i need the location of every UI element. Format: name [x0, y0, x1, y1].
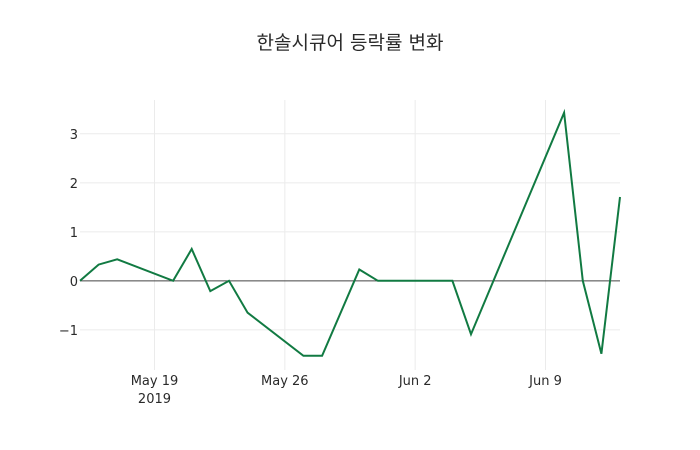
- grid-lines: [80, 100, 620, 370]
- y-tick-label: 0: [70, 275, 78, 290]
- y-axis: 3 2 1 0 −1: [59, 128, 78, 339]
- series-line: [79, 108, 621, 357]
- y-tick-label: 3: [70, 128, 78, 143]
- y-tick-label: 1: [70, 226, 78, 241]
- x-tick-label: Jun 2: [398, 374, 432, 389]
- x-tick-label: May 19: [131, 374, 179, 389]
- series-polyline: [79, 108, 621, 357]
- x-tick-label: May 26: [261, 374, 309, 389]
- y-tick-label: 2: [70, 177, 78, 192]
- x-tick-label: Jun 9: [528, 374, 562, 389]
- x-axis: May 19 2019 May 26 Jun 2 Jun 9: [131, 374, 562, 407]
- x-tick-year-label: 2019: [138, 392, 171, 407]
- chart-title: 한솔시큐어 등락률 변화: [256, 32, 444, 54]
- y-tick-label: −1: [59, 324, 78, 339]
